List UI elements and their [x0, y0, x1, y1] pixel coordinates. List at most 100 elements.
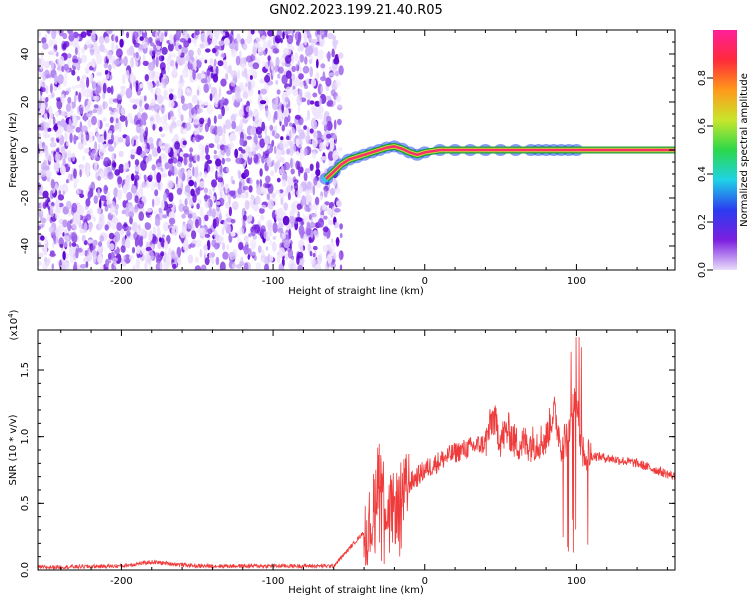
- noise-mark: [86, 76, 90, 88]
- noise-mark: [261, 188, 267, 195]
- noise-mark: [76, 189, 79, 196]
- noise-mark: [282, 139, 286, 148]
- noise-mark: [142, 141, 147, 151]
- noise-mark: [113, 231, 121, 243]
- noise-mark: [217, 114, 223, 120]
- noise-mark: [275, 189, 281, 195]
- snr-ytick-label: 1.0: [20, 429, 31, 445]
- spectrogram-ytick-label: 40: [20, 48, 31, 61]
- noise-mark: [88, 135, 94, 143]
- noise-mark: [120, 89, 126, 96]
- noise-mark: [190, 200, 194, 206]
- noise-mark: [248, 151, 252, 159]
- noise-mark: [98, 143, 101, 150]
- noise-mark: [263, 231, 268, 240]
- noise-mark: [238, 108, 245, 118]
- noise-mark: [275, 95, 279, 105]
- noise-mark: [199, 227, 206, 237]
- noise-mark: [264, 263, 269, 270]
- colorbar-tick-label: 0.2: [697, 214, 708, 230]
- noise-mark: [335, 95, 342, 103]
- noise-mark: [62, 250, 66, 261]
- noise-mark: [143, 174, 147, 180]
- noise-mark: [191, 230, 197, 240]
- noise-mark: [91, 81, 97, 90]
- noise-mark: [191, 240, 197, 245]
- noise-mark: [122, 200, 127, 208]
- noise-mark: [40, 170, 47, 177]
- noise-mark: [309, 222, 316, 229]
- noise-mark: [123, 163, 127, 174]
- noise-mark: [309, 250, 313, 257]
- noise-mark: [221, 53, 227, 58]
- noise-mark: [231, 180, 236, 185]
- noise-mark: [181, 103, 189, 111]
- noise-mark: [314, 196, 320, 206]
- noise-mark: [241, 63, 247, 70]
- noise-mark: [48, 39, 53, 48]
- noise-mark: [225, 217, 233, 223]
- noise-mark: [323, 215, 328, 220]
- noise-mark: [39, 86, 43, 96]
- noise-mark: [289, 209, 296, 217]
- noise-mark: [289, 122, 293, 127]
- noise-mark: [290, 168, 295, 175]
- noise-mark: [230, 114, 237, 123]
- noise-mark: [150, 244, 155, 250]
- noise-mark: [232, 201, 239, 211]
- noise-mark: [281, 124, 285, 132]
- noise-mark: [221, 242, 226, 251]
- noise-mark: [68, 247, 72, 253]
- noise-mark: [161, 46, 168, 55]
- noise-mark: [289, 214, 295, 225]
- noise-mark: [166, 56, 172, 64]
- noise-mark: [280, 37, 283, 44]
- noise-mark: [145, 180, 150, 189]
- noise-mark: [204, 163, 211, 173]
- noise-mark: [44, 44, 49, 49]
- noise-mark: [206, 104, 214, 115]
- noise-mark: [139, 30, 142, 35]
- noise-mark: [253, 154, 259, 164]
- noise-mark: [223, 37, 230, 46]
- noise-mark: [223, 124, 226, 135]
- colorbar-ticks: 0.0 0.2 0.4 0.6 0.8: [697, 70, 713, 278]
- noise-mark: [199, 180, 205, 189]
- noise-mark: [50, 48, 57, 56]
- noise-mark: [225, 72, 229, 81]
- noise-mark: [218, 236, 224, 243]
- noise-mark: [130, 57, 135, 68]
- noise-mark: [233, 43, 240, 49]
- noise-mark: [43, 245, 48, 256]
- noise-mark: [105, 258, 110, 268]
- noise-mark: [312, 92, 318, 98]
- spectrogram-ytick-label: 0: [20, 147, 31, 153]
- noise-mark: [240, 256, 244, 264]
- noise-mark: [119, 38, 124, 48]
- noise-mark: [144, 222, 152, 230]
- noise-mark: [135, 180, 139, 190]
- noise-mark: [317, 218, 325, 228]
- noise-mark: [247, 254, 251, 260]
- noise-mark: [97, 188, 101, 199]
- noise-mark: [92, 108, 98, 114]
- noise-mark: [242, 91, 249, 99]
- noise-mark: [116, 48, 123, 58]
- noise-mark: [40, 200, 43, 211]
- noise-mark: [173, 164, 177, 175]
- noise-mark: [244, 145, 251, 153]
- noise-mark: [167, 42, 174, 52]
- noise-mark: [58, 55, 65, 65]
- noise-mark: [337, 146, 343, 152]
- noise-mark: [73, 261, 78, 266]
- noise-mark: [67, 158, 72, 168]
- noise-mark: [285, 30, 293, 35]
- noise-mark: [166, 62, 170, 72]
- noise-mark: [137, 200, 145, 209]
- noise-mark: [134, 195, 139, 204]
- noise-mark: [51, 263, 55, 270]
- noise-mark: [311, 203, 319, 211]
- noise-mark: [99, 44, 105, 52]
- noise-mark: [154, 71, 161, 78]
- noise-mark: [162, 95, 168, 100]
